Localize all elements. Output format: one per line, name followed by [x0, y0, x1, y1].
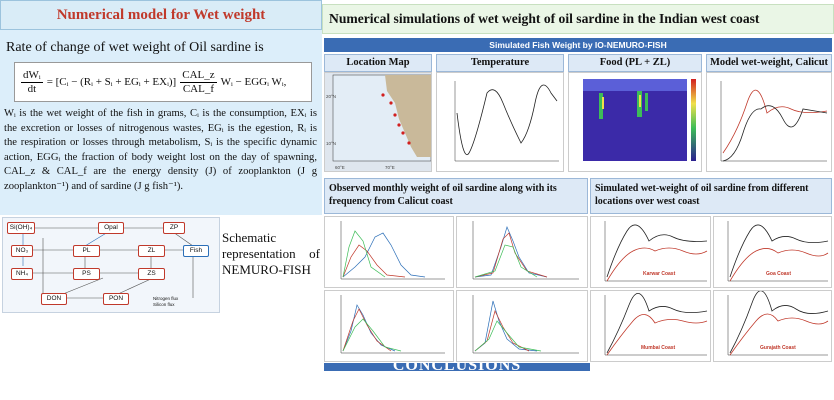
location-map: 20°N 10°N 60°E 70°E	[324, 72, 432, 172]
food-graphic	[583, 79, 696, 161]
nemuro-fish-diagram: Si(OH)₄ Opal ZP NO₃ PL ZL Fish NH₄ PS ZS…	[2, 217, 220, 313]
location-map-heading: Location Map	[324, 54, 432, 72]
svg-text:20°N: 20°N	[326, 94, 336, 99]
model-wet-weight-plot	[706, 72, 832, 172]
svg-text:Mumbai Coast: Mumbai Coast	[641, 345, 676, 351]
schematic-caption: Schematic representation of NEMURO-FISH	[222, 230, 320, 277]
equation-middle: = [Cᵢ − (Rᵢ + Sᵢ + EGᵢ + EXᵢ)]	[46, 76, 177, 88]
svg-text:Gurajath Coast: Gurajath Coast	[760, 345, 796, 351]
node-pl: PL	[73, 245, 100, 257]
node-no3: NO₃	[11, 245, 33, 257]
svg-text:60°E: 60°E	[335, 165, 345, 170]
node-zl: ZL	[138, 245, 165, 257]
svg-text:70°E: 70°E	[385, 165, 395, 170]
temperature-plot	[436, 72, 564, 172]
model-description-panel: Rate of change of wet weight of Oil sard…	[0, 30, 322, 215]
node-fish: Fish	[183, 245, 209, 257]
model-wet-weight-heading: Model wet-weight, Calicut	[706, 54, 832, 72]
food-heading: Food (PL + ZL)	[568, 54, 702, 72]
simulated-weight-heading: Simulated wet-weight of oil sardine from…	[590, 178, 832, 214]
svg-text:10°N: 10°N	[326, 141, 336, 146]
model-title: Numerical model for Wet weight	[0, 0, 322, 30]
model-graphic	[720, 81, 828, 162]
temperature-graphic	[454, 81, 559, 162]
node-zp: ZP	[163, 222, 185, 234]
observed-weight-heading: Observed monthly weight of oil sardine a…	[324, 178, 588, 214]
node-ps: PS	[73, 268, 100, 280]
food-heatmap	[568, 72, 702, 172]
observed-freq-plot-3	[324, 290, 454, 362]
rate-text: Rate of change of wet weight of Oil sard…	[6, 40, 264, 55]
observed-freq-plot-4	[456, 290, 588, 362]
wet-weight-equation: dWᵢ dt = [Cᵢ − (Rᵢ + Sᵢ + EGᵢ + EXᵢ)] CAL…	[14, 62, 312, 102]
node-pon: PON	[103, 293, 129, 305]
observed-freq-plot-1	[324, 216, 454, 288]
goa-coast-plot: Goa Coast	[713, 216, 832, 288]
variable-definitions: Wᵢ is the wet weight of the fish in gram…	[4, 108, 317, 192]
node-zs: ZS	[138, 268, 165, 280]
svg-text:Karwar Coast: Karwar Coast	[643, 271, 676, 277]
simulation-title: Numerical simulations of wet weight of o…	[322, 4, 834, 34]
map-graphic: 20°N 10°N 60°E 70°E	[326, 74, 431, 170]
gurajath-coast-plot: Gurajath Coast	[713, 290, 832, 362]
temperature-heading: Temperature	[436, 54, 564, 72]
node-sioh4: Si(OH)₄	[7, 222, 35, 234]
equation-tail: Wᵢ − EGGᵢ Wᵢ,	[220, 76, 287, 88]
mumbai-coast-plot: Mumbai Coast	[590, 290, 711, 362]
simulated-fish-weight-banner: Simulated Fish Weight by IO-NEMURO-FISH	[324, 38, 832, 52]
karwar-coast-plot: Karwar Coast	[590, 216, 711, 288]
svg-text:Goa Coast: Goa Coast	[766, 271, 791, 277]
node-opal: Opal	[98, 222, 124, 234]
node-don: DON	[41, 293, 67, 305]
node-nh4: NH₄	[11, 268, 33, 280]
conclusions-banner: CONCLUSIONS	[324, 363, 590, 371]
diagram-legend: Nitrogen flux Silicon flux	[153, 296, 179, 307]
diagram-arrows	[22, 227, 194, 299]
observed-freq-plot-2	[456, 216, 588, 288]
